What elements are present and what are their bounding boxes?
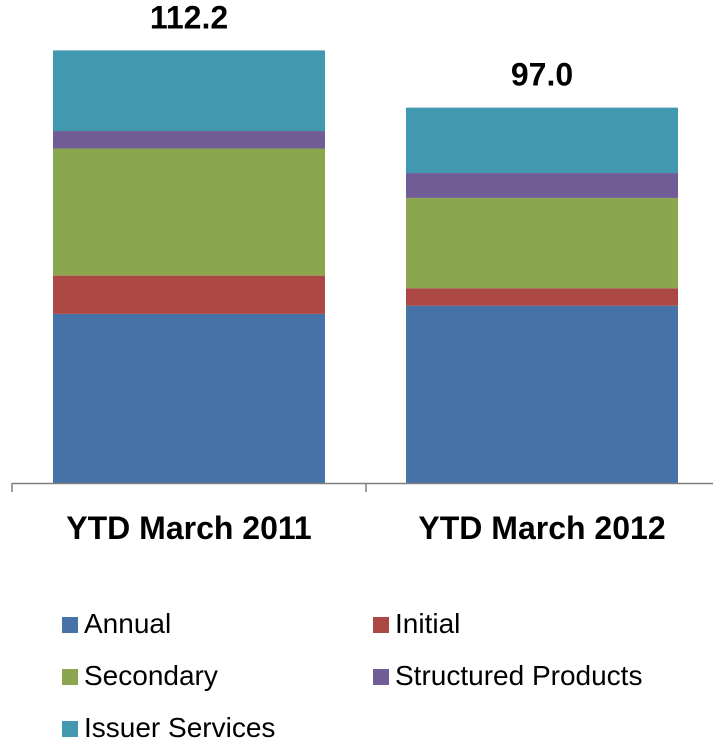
bar-segment-initial-1 [53, 275, 325, 314]
total-label-2: 97.0 [511, 57, 573, 93]
x-axis: YTD March 2011 YTD March 2012 [11, 482, 713, 546]
legend-item-initial: Initial [373, 608, 460, 639]
bar-segment-issuer-services-1 [53, 50, 325, 132]
legend-item-issuer-services: Issuer Services [62, 712, 275, 743]
legend-swatch-annual [62, 617, 78, 633]
bar-segment-issuer-services-2 [406, 107, 678, 174]
legend-label-initial: Initial [395, 608, 460, 639]
legend-label-issuer-services: Issuer Services [84, 712, 275, 743]
category-label-2: YTD March 2012 [418, 510, 665, 546]
bar-segment-initial-2 [406, 288, 678, 306]
bar-segment-secondary-2 [406, 197, 678, 289]
bar-segment-annual-1 [53, 313, 325, 483]
category-label-1: YTD March 2011 [66, 510, 311, 546]
legend-swatch-issuer-services [62, 721, 78, 737]
bar-segment-structured-products-2 [406, 173, 678, 198]
bars-layer [53, 50, 678, 483]
bar-segment-annual-2 [406, 305, 678, 483]
legend: Annual Initial Secondary Structured Product… [62, 608, 642, 743]
legend-item-annual: Annual [62, 608, 171, 639]
legend-label-secondary: Secondary [84, 660, 218, 691]
total-label-1: 112.2 [150, 0, 228, 35]
labels-layer: 112.2 97.0 [150, 0, 573, 93]
legend-item-structured-products: Structured Products [373, 660, 642, 691]
bar-segment-structured-products-1 [53, 131, 325, 149]
legend-label-structured-products: Structured Products [395, 660, 642, 691]
legend-swatch-initial [373, 617, 389, 633]
legend-swatch-secondary [62, 669, 78, 685]
bar-segment-secondary-1 [53, 148, 325, 276]
legend-label-annual: Annual [84, 608, 171, 639]
legend-item-secondary: Secondary [62, 660, 218, 691]
legend-swatch-structured-products [373, 669, 389, 685]
